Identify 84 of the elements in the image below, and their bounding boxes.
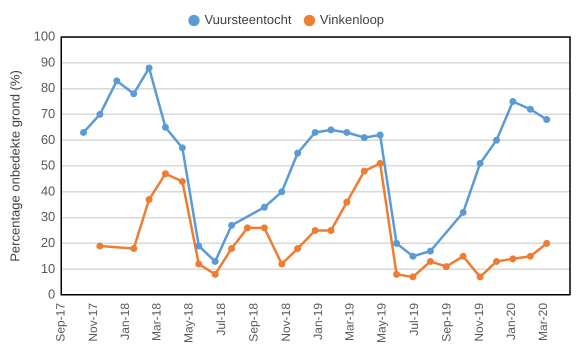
y-tick-label: 60 bbox=[40, 132, 56, 147]
x-tick-label: Nov-19 bbox=[472, 302, 486, 342]
y-tick-label: 40 bbox=[40, 183, 56, 198]
x-tick-label: Nov-18 bbox=[278, 302, 293, 342]
point bbox=[162, 124, 169, 131]
y-tick-label: 20 bbox=[40, 234, 56, 250]
x-tick-label: May-19 bbox=[374, 302, 389, 343]
point bbox=[460, 252, 467, 260]
point bbox=[343, 198, 350, 206]
point bbox=[393, 240, 400, 247]
point bbox=[146, 64, 153, 72]
point bbox=[442, 263, 450, 270]
point bbox=[460, 208, 467, 216]
point bbox=[327, 226, 334, 234]
point bbox=[476, 273, 484, 280]
x-tick-label: Sep-17 bbox=[54, 302, 68, 342]
point bbox=[244, 224, 251, 232]
y-tick-label: 100 bbox=[34, 28, 56, 44]
point bbox=[509, 255, 516, 262]
point bbox=[360, 134, 368, 142]
point bbox=[509, 98, 516, 105]
point bbox=[343, 128, 350, 136]
point bbox=[212, 270, 219, 278]
x-tick-label: Mar-19 bbox=[342, 302, 356, 341]
point bbox=[228, 222, 236, 229]
point bbox=[130, 90, 138, 98]
point bbox=[312, 226, 319, 234]
y-tick-label: 0 bbox=[48, 286, 56, 302]
point bbox=[195, 260, 202, 268]
point bbox=[492, 136, 500, 144]
point bbox=[409, 273, 416, 280]
y-tick-label: 90 bbox=[40, 54, 56, 70]
point bbox=[294, 245, 302, 252]
point bbox=[162, 170, 169, 178]
x-tick-label: Jan-20 bbox=[504, 302, 518, 340]
point bbox=[312, 128, 319, 136]
point bbox=[393, 270, 400, 278]
point bbox=[492, 258, 500, 265]
point bbox=[260, 204, 268, 211]
point bbox=[96, 110, 104, 118]
x-tick-label: Jul-18 bbox=[214, 302, 228, 336]
point bbox=[260, 224, 268, 232]
point bbox=[195, 242, 202, 250]
point bbox=[376, 160, 384, 167]
point bbox=[96, 242, 104, 250]
point bbox=[130, 245, 138, 252]
point bbox=[426, 258, 434, 265]
point bbox=[476, 160, 484, 167]
x-tick-label: Jan-18 bbox=[118, 302, 132, 340]
point bbox=[327, 126, 334, 134]
point bbox=[278, 188, 286, 196]
y-tick-label: 50 bbox=[40, 158, 56, 173]
x-tick-label: Sep-19 bbox=[440, 302, 454, 342]
point bbox=[360, 168, 368, 175]
y-tick-label: 10 bbox=[40, 260, 56, 276]
y-tick-label: 30 bbox=[40, 209, 56, 224]
y-tick-label: 80 bbox=[40, 80, 56, 96]
x-tick-label: Nov-17 bbox=[86, 302, 100, 342]
x-tick-label: May-18 bbox=[182, 302, 196, 343]
point bbox=[212, 258, 219, 265]
point bbox=[526, 252, 534, 260]
point bbox=[543, 116, 550, 124]
legend-label: Vinkenloop bbox=[320, 12, 384, 28]
y-axis-title: Percentage onbedekte grond (%) bbox=[7, 70, 22, 262]
point bbox=[526, 106, 534, 113]
x-tick-label: Mar-20 bbox=[536, 302, 550, 341]
x-tick-label: Jan-19 bbox=[311, 302, 326, 340]
point bbox=[178, 144, 186, 152]
point bbox=[426, 248, 434, 255]
x-tick-label: Jul-19 bbox=[406, 302, 421, 336]
point bbox=[178, 178, 186, 185]
point bbox=[278, 260, 286, 268]
y-tick-label: 70 bbox=[40, 106, 56, 121]
point bbox=[409, 252, 416, 260]
point bbox=[113, 77, 120, 84]
x-tick-label: Sep-18 bbox=[246, 302, 261, 342]
legend-label: Vuursteentocht bbox=[204, 12, 292, 28]
point bbox=[146, 196, 153, 204]
point bbox=[543, 240, 550, 247]
point bbox=[376, 132, 384, 139]
x-tick-label: Mar-18 bbox=[149, 302, 164, 341]
point bbox=[80, 128, 87, 136]
point bbox=[228, 245, 236, 252]
point bbox=[294, 150, 302, 157]
